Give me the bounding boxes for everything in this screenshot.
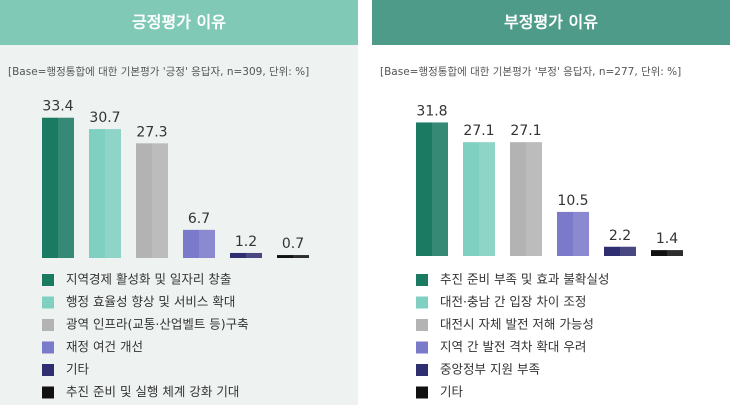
legend-label: 추진 준비 부족 및 효과 불확실성	[440, 272, 609, 287]
legend-swatch	[42, 386, 54, 399]
value-label: 1.2	[235, 234, 257, 250]
bar-shade	[152, 143, 168, 258]
legend-swatch	[416, 341, 428, 354]
bar	[604, 246, 636, 256]
legend-swatch	[416, 386, 428, 399]
legend-label: 지역 간 발전 격차 확대 우려	[440, 339, 586, 354]
bar	[183, 229, 215, 258]
legend-swatch	[416, 274, 428, 286]
bar-shade	[293, 255, 309, 258]
legend-swatch	[42, 319, 54, 331]
legend-swatch	[416, 364, 428, 376]
subtitle: [Base=행정통합에 대한 기본평가 '부정' 응답자, n=277, 단위:…	[380, 65, 681, 78]
bar-shade	[246, 252, 262, 258]
legend-swatch	[42, 341, 54, 354]
panel-header	[372, 0, 730, 45]
value-label: 1.4	[656, 231, 678, 247]
bar-shade	[199, 229, 215, 258]
subtitle: [Base=행정통합에 대한 기본평가 '긍정' 응답자, n=309, 단위:…	[8, 65, 309, 78]
legend-swatch	[42, 364, 54, 376]
bar	[557, 211, 589, 256]
bar	[230, 252, 262, 258]
value-label: 30.7	[89, 110, 120, 126]
panel-title: 긍정평가 이유	[132, 13, 226, 32]
value-label: 0.7	[282, 236, 304, 252]
legend-label: 추진 준비 및 실행 체계 강화 기대	[66, 384, 239, 399]
value-label: 6.7	[188, 211, 210, 227]
value-label: 31.8	[416, 103, 447, 119]
legend-label: 행정 효율성 향상 및 서비스 확대	[66, 294, 235, 309]
value-label: 27.3	[136, 124, 167, 140]
panel-header	[0, 0, 358, 45]
bar	[510, 142, 542, 256]
legend-swatch	[416, 296, 428, 309]
bar	[651, 250, 683, 256]
value-label: 27.1	[510, 123, 541, 139]
bar	[277, 255, 309, 258]
legend-label: 재정 여건 개선	[66, 339, 143, 354]
bar-shade	[667, 250, 683, 256]
legend-swatch	[42, 274, 54, 286]
value-label: 27.1	[463, 123, 494, 139]
legend-swatch	[42, 296, 54, 309]
bar-shade	[105, 129, 121, 258]
value-label: 2.2	[609, 228, 631, 244]
legend-label: 광역 인프라(교통·산업벨트 등)구축	[66, 317, 249, 332]
legend-label: 대전·충남 간 입장 차이 조정	[440, 294, 586, 309]
bar-shade	[526, 142, 542, 256]
bar-shade	[479, 142, 495, 256]
bar-shade	[58, 117, 74, 258]
value-label: 33.4	[42, 99, 73, 115]
bar-shade	[573, 211, 589, 256]
legend-swatch	[416, 319, 428, 331]
bar	[42, 117, 74, 258]
bar	[136, 143, 168, 258]
panel-title: 부정평가 이유	[504, 13, 598, 32]
value-label: 10.5	[557, 193, 588, 209]
bar	[463, 142, 495, 256]
bar-shade	[432, 122, 448, 256]
legend-label: 중앙정부 지원 부족	[440, 362, 540, 377]
legend-label: 지역경제 활성화 및 일자리 창출	[66, 272, 231, 287]
bar	[416, 122, 448, 256]
bar	[89, 129, 121, 258]
bar-shade	[620, 246, 636, 256]
legend-label: 대전시 자체 발전 저해 가능성	[440, 317, 594, 332]
legend-label: 기타	[440, 384, 464, 399]
legend-label: 기타	[66, 362, 90, 377]
